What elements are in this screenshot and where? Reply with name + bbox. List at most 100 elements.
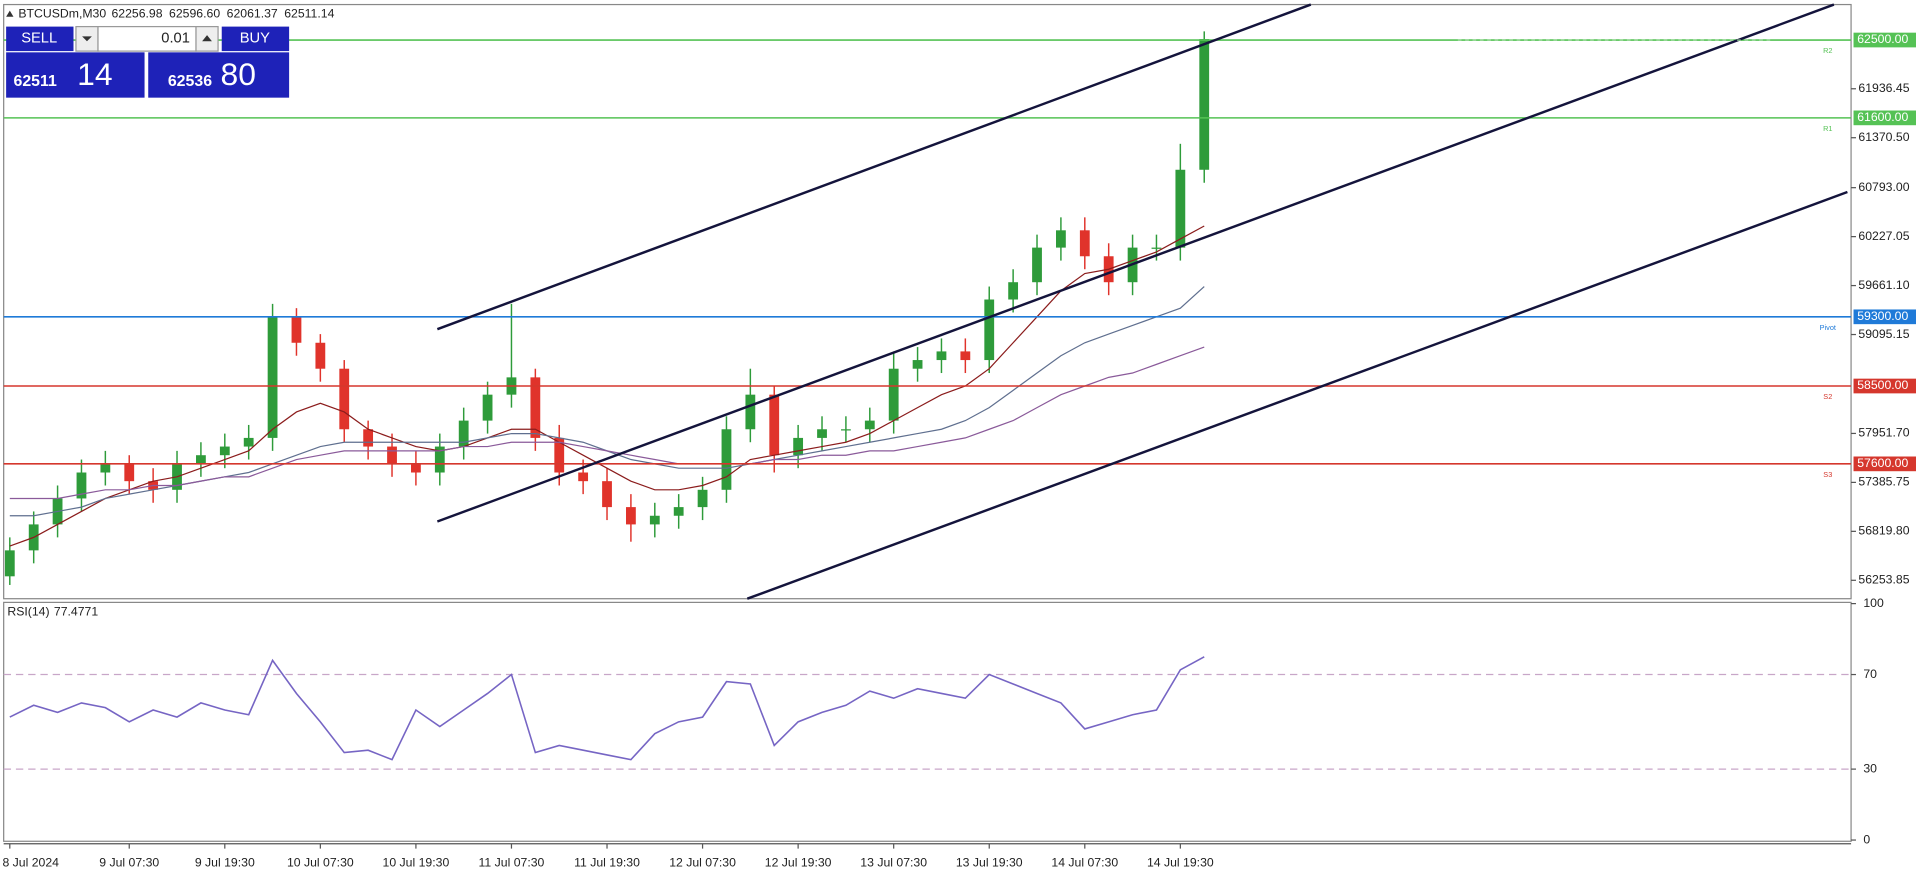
- candle-body: [721, 429, 732, 490]
- ask-main: 62536: [168, 73, 212, 90]
- candle-body: [626, 507, 636, 525]
- candle-body: [1056, 230, 1066, 248]
- candle-body: [363, 429, 374, 447]
- candle-body: [864, 420, 875, 430]
- level-name: S3: [1823, 470, 1832, 479]
- y-tick-label: 60793.00: [1858, 180, 1909, 194]
- price-panel: [3, 3, 1852, 600]
- candle-body: [554, 437, 565, 473]
- candle-body: [76, 472, 87, 499]
- level-name: Pivot: [1820, 323, 1836, 332]
- rsi-title: RSI(14): [7, 604, 49, 618]
- level-tag: [1853, 32, 1916, 48]
- candle-body: [745, 394, 756, 430]
- candle-body: [936, 351, 947, 361]
- candle-body: [411, 463, 421, 473]
- quote-open: 62256.98: [111, 7, 162, 21]
- bid-main: 62511: [13, 73, 57, 90]
- candle-body: [1032, 247, 1042, 283]
- x-tick-label: 13 Jul 07:30: [860, 856, 927, 870]
- x-tick-label: 10 Jul 19:30: [383, 856, 450, 870]
- ask-pips: 80: [221, 56, 256, 92]
- x-tick-label: 14 Jul 07:30: [1051, 856, 1118, 870]
- candle-body: [960, 351, 971, 361]
- candle-body: [458, 420, 469, 447]
- buy-label: BUY: [240, 31, 270, 47]
- quote-high: 62596.60: [169, 7, 220, 21]
- y-tick-label: 60227.05: [1858, 229, 1909, 243]
- candle-body: [1175, 169, 1186, 248]
- buy-button[interactable]: [221, 26, 290, 52]
- trade-panel: SELL 0.01 BUY 62511 14 62536 80: [6, 25, 290, 98]
- candle-body: [984, 299, 995, 361]
- level-tag: [1853, 309, 1916, 325]
- volume-input[interactable]: [97, 25, 197, 52]
- ask-box[interactable]: [148, 52, 290, 98]
- candle-body: [1008, 282, 1019, 300]
- y-tick-label: 100: [1863, 596, 1884, 610]
- y-tick-label: 61370.50: [1858, 130, 1909, 144]
- candle-body: [530, 377, 541, 438]
- candle-body: [124, 463, 135, 482]
- y-tick-label: 61936.45: [1858, 81, 1909, 95]
- quote-low: 62061.37: [227, 7, 278, 21]
- menu-icon[interactable]: [6, 10, 14, 17]
- x-tick-label: 8 Jul 2024: [2, 856, 59, 870]
- level-name: R2: [1823, 46, 1832, 55]
- level-tag: [1853, 378, 1916, 394]
- candle-body: [793, 437, 804, 456]
- level-name: S2: [1823, 392, 1832, 401]
- symbol: BTCUSDm,M30: [18, 7, 106, 21]
- y-tick-label: 59095.15: [1858, 327, 1909, 341]
- candle-body: [649, 515, 660, 525]
- candle-body: [339, 368, 350, 430]
- x-tick-label: 14 Jul 19:30: [1147, 856, 1214, 870]
- candle-body: [434, 446, 445, 473]
- x-tick-label: 9 Jul 19:30: [195, 856, 255, 870]
- rsi-line: [9, 656, 1205, 761]
- up-arrow: [202, 35, 212, 42]
- y-tick-label: 56253.85: [1858, 573, 1909, 587]
- candle-body: [769, 394, 780, 456]
- rsi-value: 77.4771: [54, 604, 98, 618]
- y-tick-label: 57951.70: [1858, 426, 1909, 440]
- candle-body: [602, 481, 612, 508]
- candle-body: [841, 429, 851, 431]
- level-label: 58500.00: [1857, 378, 1908, 392]
- candle-body: [817, 429, 827, 438]
- candle-body: [291, 316, 302, 343]
- channel-line: [436, 3, 1835, 523]
- moving-average: [9, 346, 1205, 500]
- rsi-panel: [3, 601, 1852, 842]
- candle-body: [4, 550, 15, 577]
- overlay: 56253.85 56819.80 57385.75 57951.70 59095.15…: [2, 32, 1916, 870]
- x-tick-label: 12 Jul 07:30: [669, 856, 736, 870]
- sell-button[interactable]: [6, 26, 74, 52]
- level-label: 62500.00: [1857, 32, 1908, 46]
- channel-line: [746, 190, 1848, 600]
- y-tick-label: 0: [1863, 832, 1870, 846]
- level-tag: [1853, 456, 1916, 472]
- level-label: 59300.00: [1857, 309, 1908, 323]
- candle-body: [100, 463, 111, 473]
- y-tick-label: 59661.10: [1858, 278, 1909, 292]
- y-tick-label: 70: [1863, 667, 1877, 681]
- candle-body: [578, 472, 589, 482]
- x-tick-label: 9 Jul 07:30: [99, 856, 159, 870]
- sell-label: SELL: [21, 31, 57, 47]
- y-tick-label: 56819.80: [1858, 524, 1909, 538]
- candle-body: [196, 455, 206, 464]
- candle-body: [219, 446, 230, 456]
- bid-box[interactable]: [6, 52, 145, 98]
- level-name: R1: [1823, 124, 1832, 133]
- candle-body: [888, 368, 899, 421]
- y-tick-label: 30: [1863, 761, 1877, 775]
- candle-body: [912, 360, 923, 369]
- volume-value: 0.01: [161, 31, 190, 47]
- moving-average: [9, 225, 1205, 547]
- candle-body: [243, 437, 254, 447]
- candle-body: [1199, 39, 1210, 170]
- candle-body: [1079, 230, 1090, 257]
